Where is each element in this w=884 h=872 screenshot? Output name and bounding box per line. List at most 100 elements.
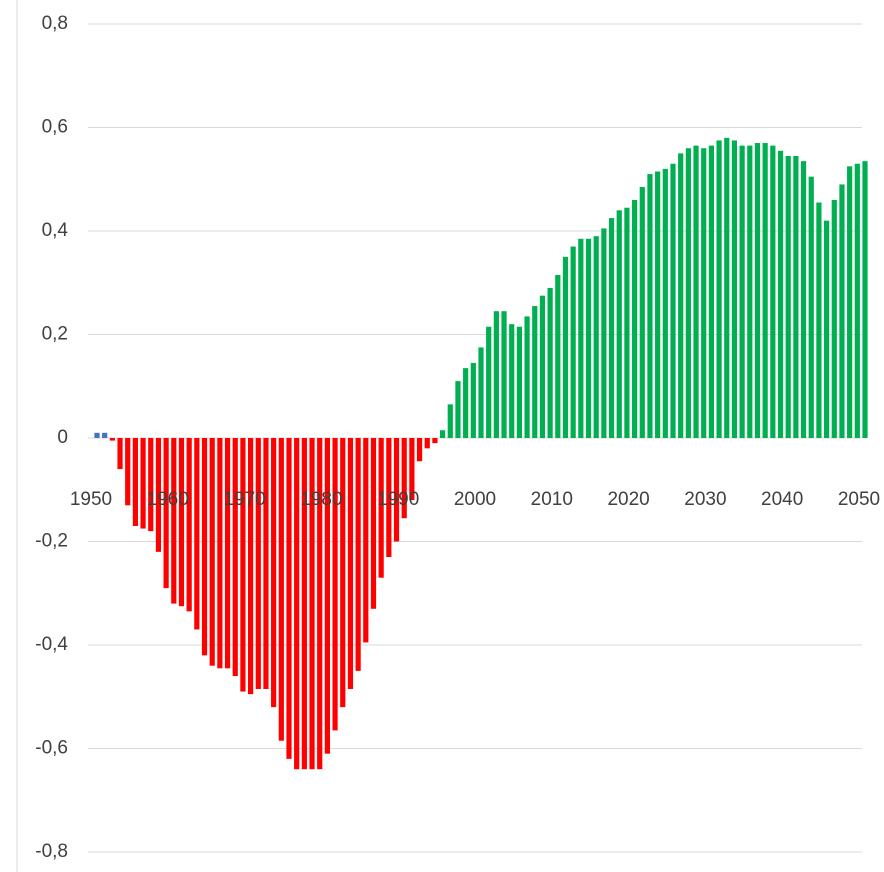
bar: [770, 145, 776, 439]
bar: [148, 438, 154, 532]
bar: [194, 438, 200, 630]
bar: [854, 163, 860, 438]
bar: [217, 438, 223, 669]
bar: [125, 438, 131, 506]
bar: [639, 187, 645, 438]
bar: [824, 220, 830, 438]
bar: [470, 362, 476, 438]
y-tick-label: 0: [57, 427, 68, 448]
bar: [555, 274, 561, 438]
bar: [424, 438, 430, 449]
x-tick-label: 2050: [838, 489, 880, 510]
bar: [539, 295, 546, 438]
bar: [616, 210, 622, 438]
bar: [294, 438, 300, 770]
bar: [240, 438, 246, 692]
x-tick-label: 1970: [223, 489, 265, 510]
bar: [762, 143, 768, 438]
bar: [716, 140, 722, 438]
bar: [739, 145, 745, 439]
bar: [785, 155, 791, 438]
bar: [578, 238, 584, 438]
bar: [347, 438, 354, 689]
bar: [747, 145, 753, 439]
bar: [731, 140, 738, 438]
bar: [862, 161, 868, 438]
bar: [355, 438, 361, 671]
bar: [370, 438, 377, 609]
bar: [547, 287, 553, 438]
y-tick-label: -0,4: [35, 634, 68, 655]
bar: [409, 438, 415, 501]
bar: [632, 199, 638, 438]
bar: [317, 438, 323, 770]
bar: [163, 438, 169, 589]
bar: [516, 326, 522, 438]
bar: [808, 176, 814, 438]
bar: [678, 153, 684, 438]
bar: [393, 438, 400, 542]
bar: [224, 438, 231, 669]
bar: [847, 166, 853, 438]
bar: [455, 381, 461, 438]
bar: [701, 148, 707, 438]
x-tick-label: 1960: [147, 489, 189, 510]
y-tick-label: 0,2: [42, 324, 68, 345]
bar: [447, 404, 453, 438]
bar: [493, 311, 499, 438]
y-tick-label: -0,2: [35, 531, 68, 552]
bar: [777, 150, 784, 438]
y-tick-label: -0,6: [35, 738, 68, 759]
y-tick-label: -0,8: [35, 841, 68, 862]
bar: [186, 438, 192, 612]
bar: [670, 163, 676, 438]
bar: [301, 438, 307, 770]
x-tick-label: 2010: [531, 489, 573, 510]
bar: [155, 438, 162, 552]
bar: [340, 438, 346, 708]
y-tick-label: 0,4: [42, 220, 69, 241]
bar: [501, 311, 507, 438]
bar: [132, 438, 138, 526]
bar: [478, 347, 484, 438]
bar: [255, 438, 261, 689]
bar: [109, 438, 115, 441]
bar: [309, 438, 315, 770]
bar: [624, 207, 630, 438]
bar: [463, 368, 469, 438]
bar: [708, 145, 714, 439]
bar: [178, 438, 185, 607]
bar: [662, 168, 668, 438]
x-tick-label: 1990: [377, 489, 419, 510]
bar: [324, 438, 330, 754]
bar: [209, 438, 215, 666]
bar: [248, 438, 254, 695]
bar: [278, 438, 284, 741]
bar: [524, 316, 530, 438]
bar: [263, 438, 269, 689]
x-tick-label: 2000: [454, 489, 496, 510]
bar: [286, 438, 292, 759]
bar: [800, 161, 807, 438]
bar: [363, 438, 369, 643]
bar: [693, 145, 699, 439]
bar: [386, 438, 392, 558]
bar: [486, 326, 492, 438]
bar: [532, 306, 538, 438]
bar: [440, 430, 446, 438]
bar: [562, 256, 569, 438]
y-tick-label: 0,8: [42, 13, 68, 34]
bar: [271, 438, 277, 708]
bar: [401, 438, 407, 519]
bar: [332, 438, 338, 731]
bar: [432, 438, 438, 444]
x-tick-label: 1950: [70, 489, 112, 510]
bar: [724, 137, 730, 438]
bar: [655, 171, 661, 439]
bar: [816, 202, 822, 438]
bar: [171, 438, 177, 604]
bar: [647, 174, 653, 438]
bar: [593, 236, 599, 438]
bar: [754, 143, 761, 438]
